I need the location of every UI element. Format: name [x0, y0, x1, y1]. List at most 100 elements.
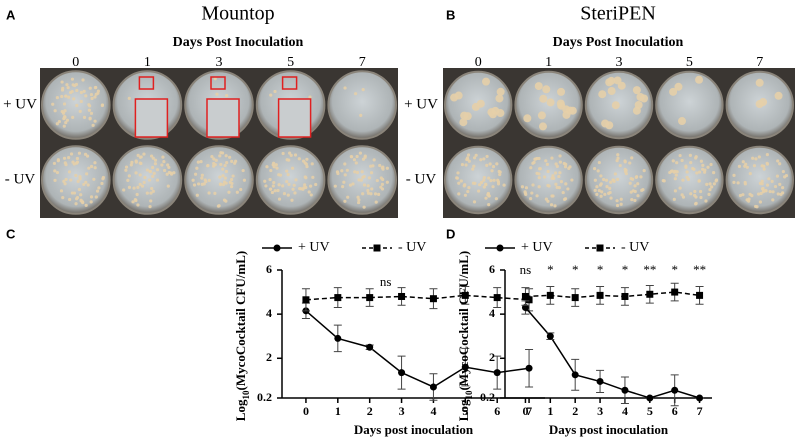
- colony: [59, 189, 64, 193]
- colony: [551, 174, 555, 178]
- zoom-box: [210, 76, 226, 90]
- colony: [195, 193, 199, 197]
- colony: [684, 165, 688, 170]
- colony: [599, 174, 603, 178]
- colony: [84, 203, 88, 207]
- colony: [82, 89, 86, 93]
- series-line: [525, 291, 700, 299]
- colony: [223, 176, 227, 180]
- colony: [642, 169, 646, 173]
- colony: [477, 189, 481, 193]
- day-label: 7: [756, 55, 763, 70]
- colony: [699, 195, 703, 200]
- colony: [662, 179, 666, 183]
- colony: [149, 154, 154, 158]
- colony: [754, 157, 758, 161]
- colony: [465, 157, 469, 162]
- colony: [671, 159, 675, 163]
- colony: [630, 156, 634, 160]
- colony: [487, 194, 491, 198]
- colony: [537, 167, 542, 171]
- colony: [472, 156, 477, 160]
- petri-dish: [655, 70, 724, 140]
- colony: [688, 153, 692, 157]
- subtitle: Days Post Inoculation: [553, 35, 684, 50]
- colony: [776, 192, 780, 196]
- colony: [343, 86, 347, 90]
- colony: [464, 163, 468, 167]
- y-label-part: (MycoCocktail CFU/mL): [233, 251, 248, 391]
- colony: [151, 165, 155, 170]
- colony: [224, 181, 228, 185]
- colony: [273, 89, 277, 94]
- colony: [774, 91, 783, 100]
- legend-marker: [596, 244, 604, 252]
- colony: [127, 185, 132, 189]
- point: [493, 369, 501, 377]
- y-tick-label: 6: [489, 262, 495, 276]
- panel-title: SteriPEN: [580, 3, 656, 25]
- colony: [613, 172, 618, 176]
- colony: [143, 175, 147, 180]
- colony: [199, 159, 203, 164]
- colony: [737, 164, 742, 168]
- colony: [771, 190, 775, 194]
- colony: [343, 162, 347, 166]
- colony: [633, 198, 637, 203]
- colony: [472, 164, 476, 168]
- colony: [544, 197, 548, 201]
- x-tick-label: 2: [367, 404, 373, 418]
- colony: [636, 182, 640, 186]
- colony: [348, 183, 353, 187]
- colony: [561, 190, 565, 195]
- colony: [163, 168, 167, 173]
- colony: [562, 110, 571, 119]
- point: [521, 292, 529, 300]
- colony: [674, 82, 683, 91]
- colony: [271, 163, 275, 167]
- colony: [218, 175, 222, 179]
- colony: [375, 178, 379, 183]
- colony: [714, 178, 719, 182]
- colony: [460, 163, 465, 167]
- colony: [489, 178, 493, 183]
- colony: [269, 187, 273, 191]
- colony: [673, 189, 678, 193]
- colony: [67, 95, 71, 99]
- colony: [82, 182, 86, 187]
- colony: [549, 203, 554, 207]
- colony: [207, 191, 211, 195]
- colony: [136, 153, 140, 157]
- colony: [88, 86, 92, 90]
- colony: [761, 190, 765, 194]
- colony: [498, 170, 502, 174]
- colony: [485, 163, 489, 168]
- colony: [619, 202, 623, 206]
- colony: [191, 178, 195, 182]
- colony: [83, 152, 88, 156]
- colony: [166, 163, 170, 167]
- colony: [552, 176, 556, 180]
- colony: [596, 169, 600, 173]
- colony: [558, 160, 562, 164]
- colony: [738, 193, 743, 198]
- colony: [64, 121, 68, 125]
- point: [525, 364, 533, 372]
- colony: [62, 156, 67, 160]
- colony: [132, 186, 136, 190]
- colony: [628, 161, 632, 165]
- colony: [166, 184, 170, 188]
- colony: [235, 190, 239, 194]
- colony: [142, 152, 146, 156]
- colony: [355, 154, 359, 159]
- series-line: [524, 307, 700, 399]
- colony: [294, 178, 298, 182]
- colony: [695, 171, 699, 175]
- colony: [562, 161, 566, 166]
- colony: [546, 183, 550, 188]
- colony: [264, 184, 268, 188]
- colony: [554, 182, 558, 186]
- colony: [69, 90, 73, 95]
- colony: [358, 151, 363, 155]
- y-tick-label: 4: [489, 306, 495, 320]
